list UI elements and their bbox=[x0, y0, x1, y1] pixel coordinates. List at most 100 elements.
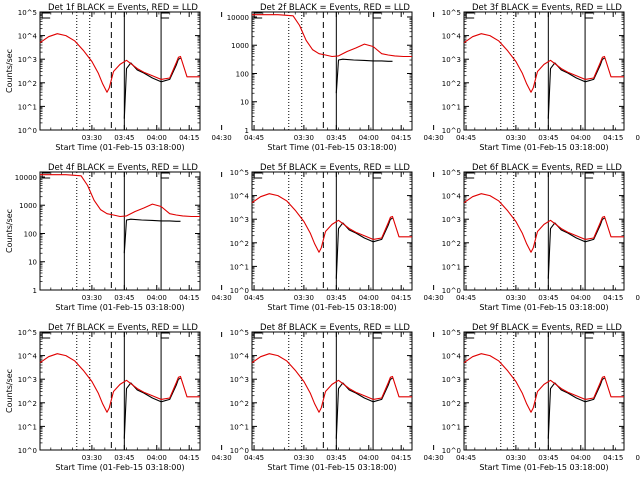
lld-series-line bbox=[39, 33, 200, 93]
plot-frame bbox=[39, 11, 201, 131]
y-tick-label: 10^0 bbox=[442, 287, 461, 295]
corner-bracket-mark bbox=[465, 172, 475, 179]
events-series-line bbox=[547, 57, 605, 119]
x-tick-label: 03:45 bbox=[538, 454, 558, 462]
plot-frame bbox=[39, 171, 201, 291]
x-tick-label: 03:45 bbox=[326, 294, 346, 302]
x-tick-label: 04:30 bbox=[424, 294, 444, 302]
y-tick-label: 10000 bbox=[15, 174, 37, 182]
x-tick-label: 04:15 bbox=[603, 294, 623, 302]
x-axis-label: Start Time (01-Feb-15 03:18:00) bbox=[267, 463, 396, 472]
y-tick-label: 10^3 bbox=[230, 216, 249, 224]
corner-bracket-mark bbox=[372, 12, 382, 19]
chart-panel-1: Det 1f BLACK = Events, RED = LLD 10^0 10^1… bbox=[5, 3, 264, 152]
x-tick-label: 03:30 bbox=[506, 454, 526, 462]
x-tick-label: 03:30 bbox=[82, 454, 102, 462]
y-tick-label: 10^0 bbox=[442, 447, 461, 455]
y-tick-label: 10^3 bbox=[442, 376, 461, 384]
chart-panel-7: Det 7f BLACK = Events, RED = LLD 10^0 10^1… bbox=[5, 323, 264, 472]
y-tick-label: 10^2 bbox=[230, 240, 249, 248]
x-tick-label: 04:45 bbox=[456, 134, 476, 142]
x-tick-label: 04:45 bbox=[456, 294, 476, 302]
y-tick-label: 10^2 bbox=[18, 400, 37, 408]
chart-panel-3: Det 3f BLACK = Events, RED = LLD 10^0 10^1… bbox=[442, 3, 640, 152]
y-tick-label: 10^5 bbox=[230, 169, 249, 177]
x-tick-label: 04:00 bbox=[571, 294, 591, 302]
corner-bracket-mark bbox=[584, 172, 594, 179]
x-axis-label: Start Time (01-Feb-15 03:18:00) bbox=[267, 303, 396, 312]
corner-bracket-mark bbox=[160, 12, 170, 19]
y-tick-label: 1 bbox=[33, 287, 37, 295]
y-tick-label: 10^5 bbox=[18, 9, 37, 17]
y-tick-label: 10^1 bbox=[442, 423, 461, 431]
y-axis-label: Counts/sec bbox=[5, 369, 14, 413]
x-axis-label: Start Time (01-Feb-15 03:18:00) bbox=[479, 143, 608, 152]
plot-frame bbox=[463, 171, 625, 291]
x-tick-label: 04:30 bbox=[424, 454, 444, 462]
chart-panel-5: Det 5f BLACK = Events, RED = LLD 10^0 10^1… bbox=[230, 163, 476, 312]
events-series-line bbox=[123, 218, 181, 254]
x-tick-label: 04:15 bbox=[391, 454, 411, 462]
x-tick-label: 04:15 bbox=[603, 134, 623, 142]
y-tick-label: 10^5 bbox=[442, 329, 461, 337]
x-tick-label: 04:30 bbox=[212, 134, 232, 142]
y-tick-label: 10 bbox=[240, 99, 249, 107]
x-tick-label: 03:30 bbox=[82, 134, 102, 142]
corner-bracket-mark bbox=[41, 172, 51, 179]
events-series-line bbox=[335, 217, 393, 279]
chart-title: Det 6f BLACK = Events, RED = LLD bbox=[472, 163, 622, 173]
x-axis-label: Start Time (01-Feb-15 03:18:00) bbox=[479, 463, 608, 472]
corner-bracket-mark bbox=[253, 332, 263, 339]
x-axis-label: Start Time (01-Feb-15 03:18:00) bbox=[479, 303, 608, 312]
y-axis-label: Counts/sec bbox=[5, 209, 14, 253]
x-tick-label: 04:00 bbox=[359, 294, 379, 302]
x-tick-label: 03:45 bbox=[538, 294, 558, 302]
y-tick-label: 10 bbox=[28, 259, 37, 267]
events-series-line bbox=[547, 217, 605, 279]
plot-frame bbox=[463, 331, 625, 451]
x-tick-label: 04:15 bbox=[391, 134, 411, 142]
events-series-line bbox=[335, 58, 393, 94]
y-tick-label: 10000 bbox=[227, 14, 249, 22]
x-tick-label: 04:45 bbox=[244, 454, 264, 462]
x-tick-label: 04:30 bbox=[212, 294, 232, 302]
x-tick-label: 03:30 bbox=[294, 454, 314, 462]
x-tick-label: 04:00 bbox=[359, 134, 379, 142]
y-tick-label: 100 bbox=[24, 230, 37, 238]
chart-panel-8: Det 8f BLACK = Events, RED = LLD 10^0 10^1… bbox=[230, 323, 476, 472]
chart-panel-9: Det 9f BLACK = Events, RED = LLD 10^0 10^1… bbox=[442, 323, 640, 472]
x-tick-label: 04:00 bbox=[147, 454, 167, 462]
x-tick-label: 04:45 bbox=[244, 294, 264, 302]
chart-title: Det 7f BLACK = Events, RED = LLD bbox=[48, 323, 198, 333]
y-tick-label: 10^3 bbox=[442, 56, 461, 64]
x-tick-label: 03:45 bbox=[114, 134, 134, 142]
y-tick-label: 10^4 bbox=[230, 353, 250, 361]
x-tick-label: 04:00 bbox=[359, 454, 379, 462]
x-tick-label: 03:45 bbox=[114, 454, 134, 462]
plot-frame bbox=[463, 11, 625, 131]
x-tick-label: 03:30 bbox=[506, 294, 526, 302]
x-tick-label: 03:30 bbox=[82, 294, 102, 302]
plot-frame bbox=[39, 331, 201, 451]
y-tick-label: 10^0 bbox=[230, 287, 249, 295]
x-tick-label: 03:30 bbox=[506, 134, 526, 142]
corner-bracket-mark bbox=[253, 12, 263, 19]
y-tick-label: 10^1 bbox=[230, 263, 249, 271]
x-tick-label: 04:15 bbox=[603, 454, 623, 462]
chart-title: Det 4f BLACK = Events, RED = LLD bbox=[48, 163, 198, 173]
corner-bracket-mark bbox=[372, 172, 382, 179]
lld-series-line bbox=[463, 193, 624, 253]
x-axis-label: Start Time (01-Feb-15 03:18:00) bbox=[55, 303, 184, 312]
y-tick-label: 10^1 bbox=[230, 423, 249, 431]
y-tick-label: 10^2 bbox=[18, 80, 37, 88]
x-tick-label: 04:30 bbox=[636, 134, 640, 142]
plot-frame bbox=[251, 331, 413, 451]
corner-bracket-mark bbox=[465, 12, 475, 19]
x-tick-label: 04:30 bbox=[636, 454, 640, 462]
y-tick-label: 10^3 bbox=[18, 56, 37, 64]
x-axis-label: Start Time (01-Feb-15 03:18:00) bbox=[55, 143, 184, 152]
corner-bracket-mark bbox=[160, 172, 170, 179]
chart-title: Det 8f BLACK = Events, RED = LLD bbox=[260, 323, 410, 333]
x-tick-label: 04:00 bbox=[147, 294, 167, 302]
